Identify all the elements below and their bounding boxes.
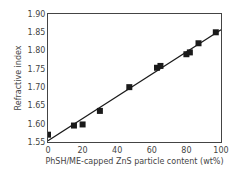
svg-text:1.90: 1.90: [28, 10, 46, 19]
svg-text:1.65: 1.65: [28, 101, 46, 110]
svg-text:PhSH/ME-capped ZnS particle co: PhSH/ME-capped ZnS particle content (wt%…: [45, 157, 223, 166]
svg-text:1.55: 1.55: [28, 138, 46, 147]
svg-text:1.70: 1.70: [28, 83, 46, 92]
svg-text:1.85: 1.85: [28, 28, 46, 37]
svg-text:60: 60: [147, 146, 157, 155]
svg-text:80: 80: [181, 146, 191, 155]
svg-text:Refractive index: Refractive index: [14, 45, 23, 110]
svg-text:1.80: 1.80: [28, 46, 46, 55]
svg-text:1.75: 1.75: [28, 65, 46, 74]
svg-text:100: 100: [213, 146, 228, 155]
svg-text:0: 0: [45, 146, 50, 155]
svg-text:20: 20: [78, 146, 88, 155]
svg-text:1.60: 1.60: [28, 120, 46, 129]
svg-text:40: 40: [112, 146, 122, 155]
